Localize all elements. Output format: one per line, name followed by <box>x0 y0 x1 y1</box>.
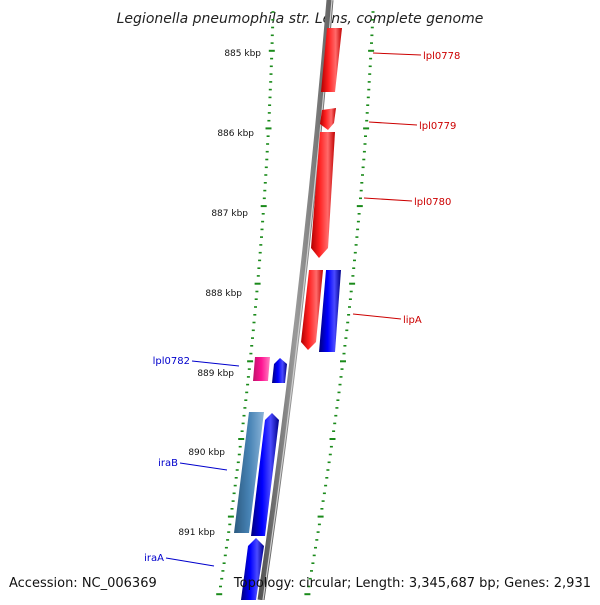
leader-lpl0778 <box>372 52 422 56</box>
gene-lpl0782-adjacent[interactable] <box>272 358 287 383</box>
inner-tick-ring <box>216 11 275 603</box>
gene-label-lpl0780[interactable]: lpl0780 <box>414 197 451 208</box>
gene-label-lipA[interactable]: lipA <box>403 315 422 326</box>
gene-lpl0780[interactable] <box>311 132 335 258</box>
accession-text: Accession: NC_006369 <box>9 576 157 591</box>
gene-label-iraB[interactable]: iraB <box>158 458 178 469</box>
tick-label-888: 888 kbp <box>205 289 242 299</box>
gene-iraB-upstream[interactable] <box>234 412 264 533</box>
gene-lipA-upstream[interactable] <box>301 270 323 350</box>
gene-labels: lpl0778 lpl0779 lpl0780 lipA lpl0782 ira… <box>144 51 460 564</box>
leader-lpl0779 <box>368 121 418 126</box>
gene-iraA[interactable] <box>241 538 264 600</box>
tick-label-885: 885 kbp <box>224 49 261 59</box>
tick-label-891: 891 kbp <box>178 528 215 538</box>
gene-label-lpl0782[interactable]: lpl0782 <box>153 356 190 367</box>
inner-strand-genes <box>234 357 287 600</box>
tick-label-887: 887 kbp <box>211 209 248 219</box>
leader-lipA <box>352 313 402 320</box>
gene-lpl0779[interactable] <box>320 108 336 130</box>
topology-text: Topology: circular; Length: 3,345,687 bp… <box>233 576 591 591</box>
leader-lpl0782 <box>191 360 240 367</box>
tick-labels: 885 kbp 886 kbp 887 kbp 888 kbp 889 kbp … <box>178 49 261 538</box>
outer-tick-ring <box>304 11 375 603</box>
tick-label-890: 890 kbp <box>188 448 225 458</box>
tick-label-889: 889 kbp <box>197 369 234 379</box>
leader-iraA <box>165 557 215 567</box>
gene-iraB[interactable] <box>251 413 279 536</box>
tick-label-886: 886 kbp <box>217 129 254 139</box>
map-title: Legionella pneumophila str. Lens, comple… <box>117 11 484 27</box>
gene-label-lpl0778[interactable]: lpl0778 <box>423 51 460 62</box>
gene-label-leaders <box>165 52 422 567</box>
gene-lpl0782[interactable] <box>253 357 270 381</box>
gene-lpl0778[interactable] <box>321 28 342 92</box>
gene-lipA[interactable] <box>319 270 341 352</box>
outer-strand-genes <box>301 28 342 352</box>
leader-lpl0780 <box>363 197 413 202</box>
leader-iraB <box>179 462 228 471</box>
gene-label-iraA[interactable]: iraA <box>144 553 164 564</box>
gene-label-lpl0779[interactable]: lpl0779 <box>419 121 456 132</box>
